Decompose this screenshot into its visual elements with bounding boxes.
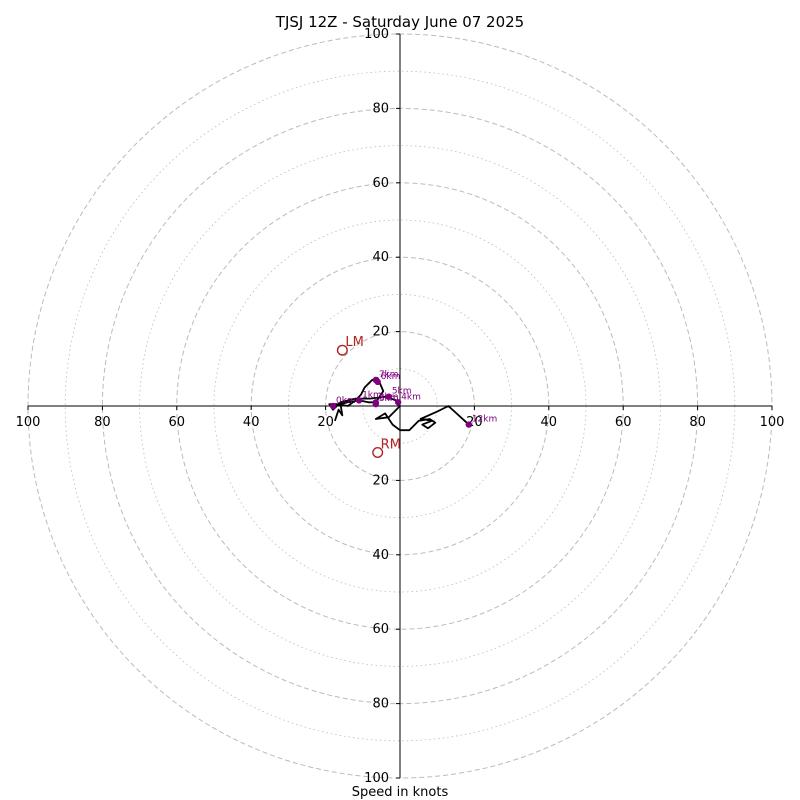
x-tick-label: 40 (243, 415, 260, 430)
chart-title: TJSJ 12Z - Saturday June 07 2025 (275, 13, 524, 31)
x-tick-label: 40 (541, 415, 558, 430)
y-tick-label: 80 (372, 101, 389, 116)
height-marker-label: 12km (472, 415, 497, 425)
height-markers: 0km1km2km3km4km5km6km7km12km (329, 370, 497, 428)
y-tick-label: 20 (372, 473, 389, 488)
height-marker-7km (372, 376, 380, 384)
storm-motion-label: LM (345, 335, 363, 350)
y-tick-label: 80 (372, 697, 389, 712)
y-tick-label: 40 (372, 548, 389, 563)
y-tick-label: 60 (372, 622, 389, 637)
height-marker-0km (329, 402, 337, 410)
height-marker-label: 0km (336, 396, 356, 406)
storm-motion-RM (372, 447, 384, 459)
height-marker-label: 7km (379, 370, 399, 380)
x-axis-label: Speed in knots (352, 785, 449, 800)
height-marker-4km (394, 399, 402, 406)
x-tick-label: 100 (16, 415, 41, 430)
storm-motion-LM (336, 344, 348, 356)
height-marker-1km (355, 397, 363, 404)
y-tick-label: 20 (372, 325, 389, 340)
y-tick-label: 40 (372, 250, 389, 265)
x-tick-label: 20 (317, 415, 334, 430)
height-marker-5km (385, 393, 393, 400)
x-tick-label: 80 (94, 415, 111, 430)
height-marker-12km (465, 421, 473, 428)
height-marker-label: 5km (392, 387, 412, 397)
y-tick-label: 100 (364, 27, 389, 42)
x-tick-label: 100 (760, 415, 785, 430)
height-marker-label: 4km (401, 392, 421, 402)
storm-motion-label: RM (381, 438, 401, 453)
y-tick-label: 60 (372, 176, 389, 191)
height-marker-label: 6km (381, 372, 401, 382)
storm-motion-markers: LM RM (336, 335, 401, 459)
height-marker-3km (372, 400, 380, 408)
x-tick-label: 60 (615, 415, 632, 430)
x-tick-label: 60 (169, 415, 186, 430)
height-marker-label: 1km (362, 390, 382, 400)
y-tick-label: 100 (364, 771, 389, 786)
x-tick-label: 80 (689, 415, 706, 430)
